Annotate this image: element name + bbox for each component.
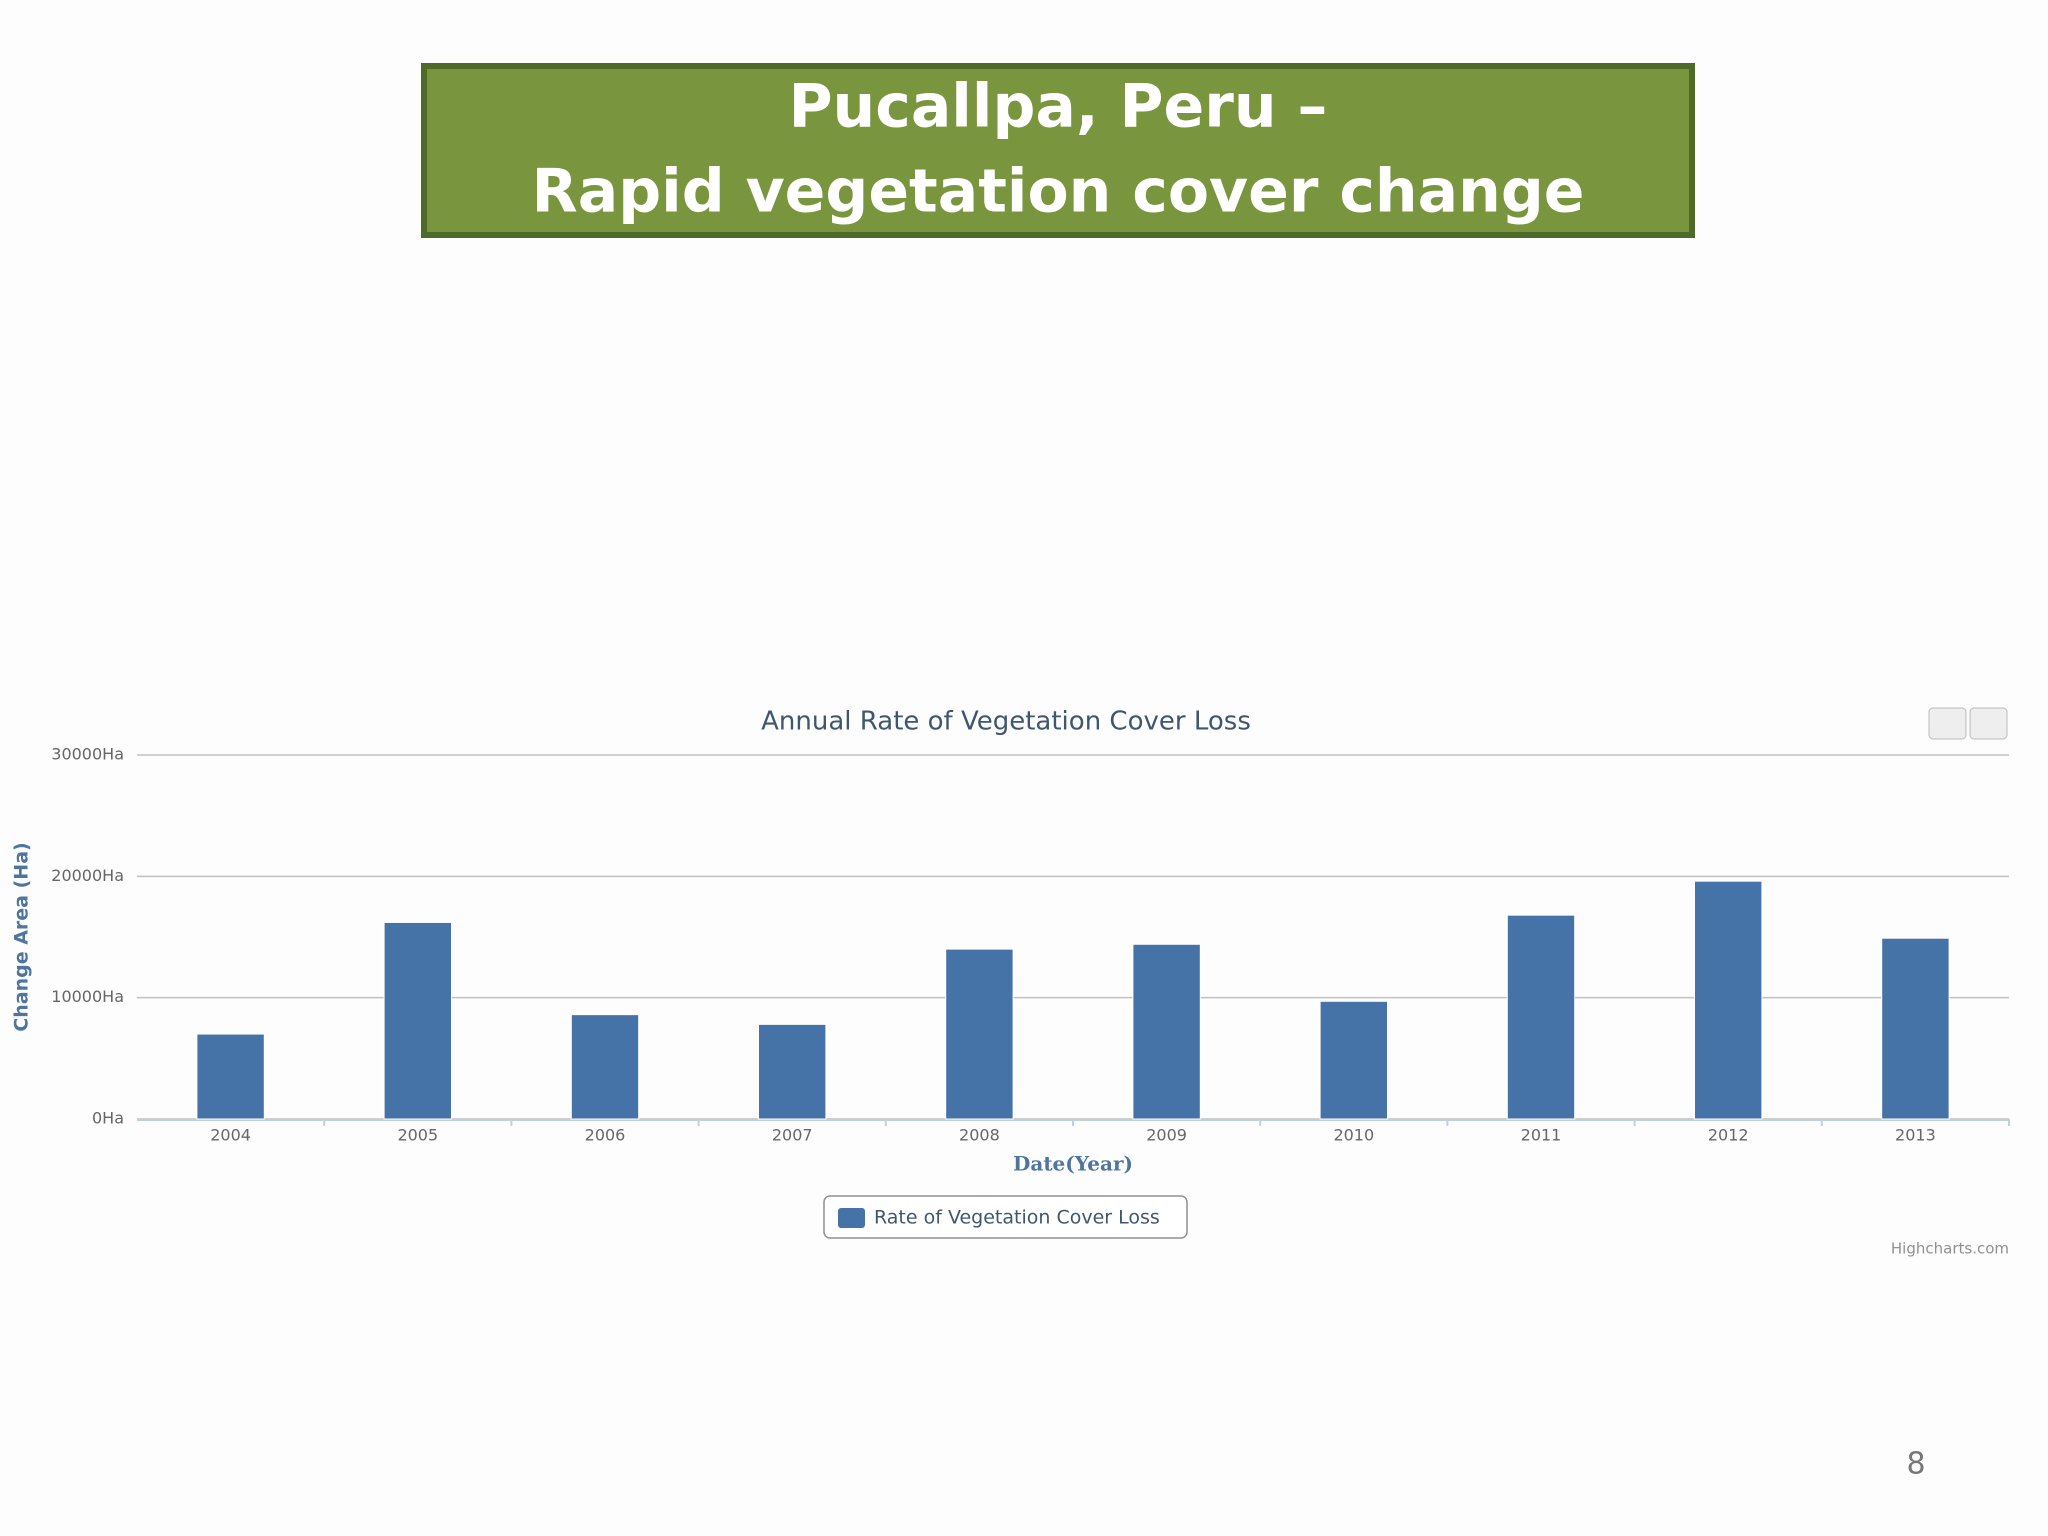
chart-title: Annual Rate of Vegetation Cover Loss (761, 707, 1251, 737)
bar (1319, 1000, 1388, 1120)
credit: Highcharts.com (1891, 1240, 2009, 1258)
slide-title: Rapid vegetation cover change (532, 157, 1585, 227)
title-box (421, 63, 1695, 238)
y-tick-label: 10000Ha (51, 987, 124, 1006)
y-tick-label: 0Ha (92, 1109, 124, 1128)
bar (945, 948, 1014, 1120)
y-tick-label: 20000Ha (51, 866, 124, 885)
x-tick-label: 2011 (1521, 1126, 1562, 1145)
bar (758, 1023, 827, 1120)
y-axis-title: Change Area (Ha) (11, 842, 33, 1031)
bar (1881, 937, 1950, 1120)
x-tick-label: 2012 (1708, 1126, 1749, 1145)
x-axis-title: Date(Year) (1013, 1152, 1133, 1176)
print-button[interactable] (1928, 707, 1967, 740)
x-tick-label: 2010 (1333, 1126, 1374, 1145)
page-number: 8 (1906, 1447, 1925, 1482)
x-tick-label: 2004 (210, 1126, 251, 1145)
bar (383, 921, 452, 1120)
bar (1132, 943, 1201, 1120)
slide-title: Pucallpa, Peru – (789, 72, 1328, 142)
x-tick-label: 2013 (1895, 1126, 1936, 1145)
x-tick-label: 2009 (1146, 1126, 1187, 1145)
x-tick-label: 2005 (397, 1126, 438, 1145)
x-tick-label: 2008 (959, 1126, 1000, 1145)
x-tick-label: 2007 (772, 1126, 813, 1145)
bar (570, 1014, 640, 1120)
y-tick-label: 30000Ha (51, 745, 124, 764)
legend (823, 1195, 1188, 1239)
legend-label[interactable]: Rate of Vegetation Cover Loss (874, 1207, 1160, 1229)
export-button[interactable] (1969, 707, 2008, 740)
bar (196, 1033, 265, 1120)
legend-swatch[interactable] (838, 1208, 865, 1228)
x-tick-label: 2006 (585, 1126, 626, 1145)
bar (1694, 880, 1763, 1120)
bar (1506, 914, 1576, 1120)
